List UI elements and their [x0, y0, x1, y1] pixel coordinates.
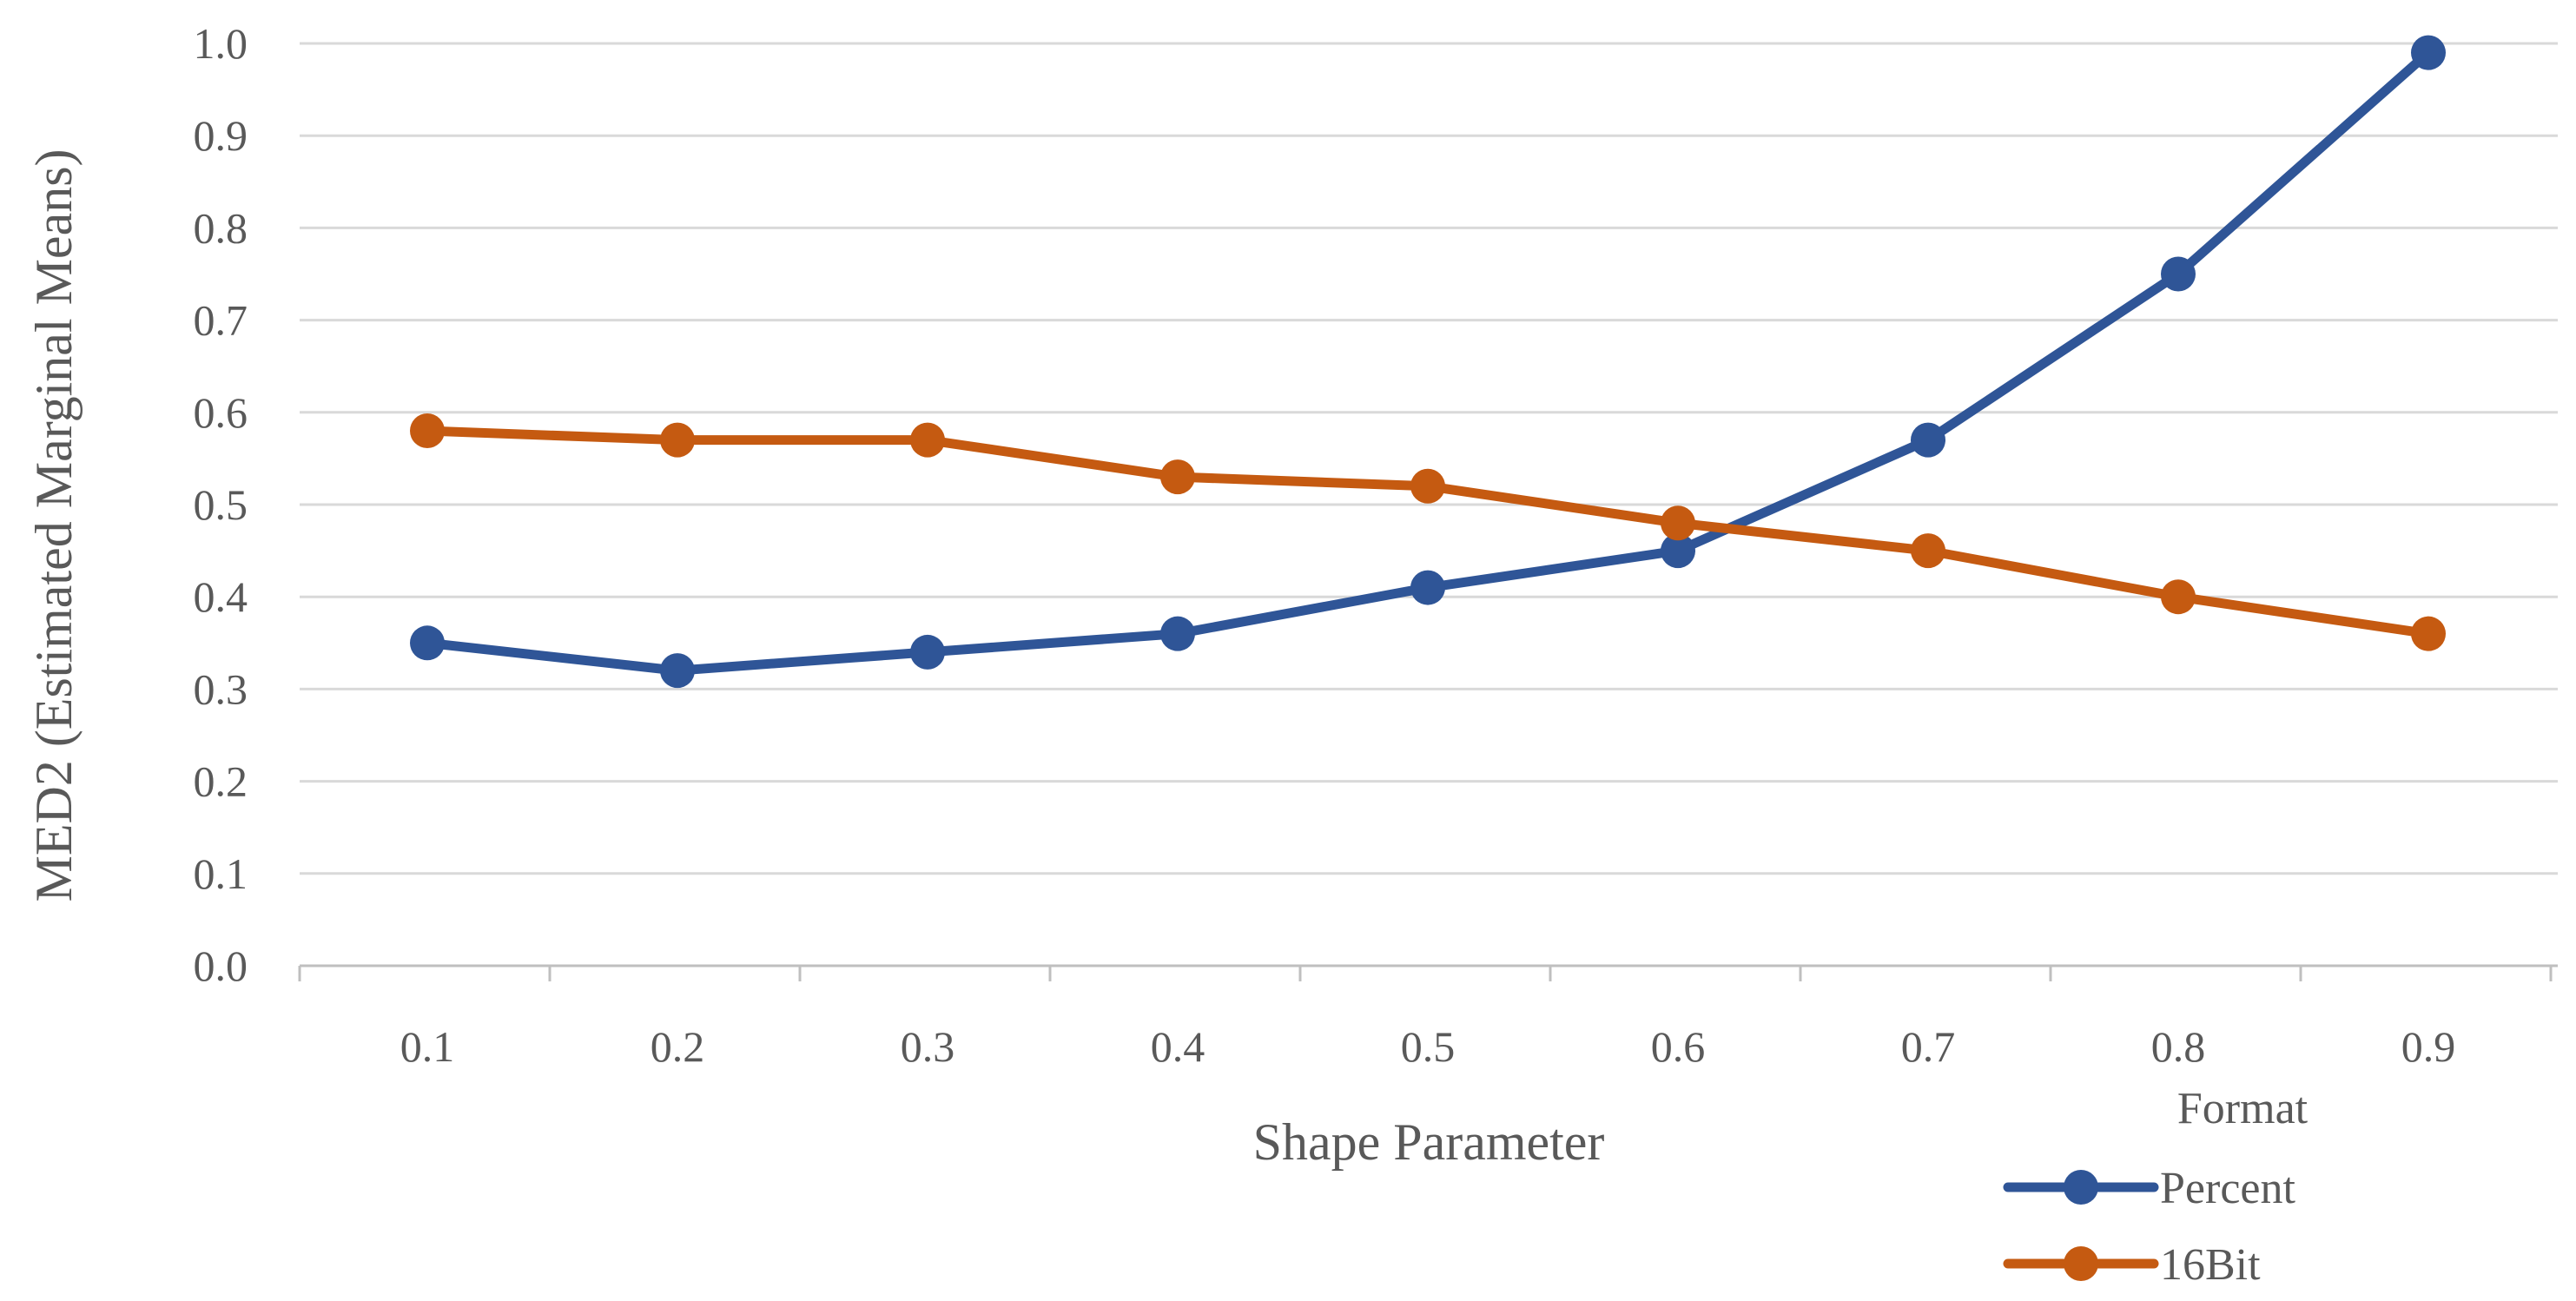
y-tick-label-0.5: 0.5: [194, 480, 248, 529]
x-tick-label-0.3: 0.3: [901, 1022, 955, 1071]
legend-label-Percent: Percent: [2160, 1164, 2295, 1213]
x-tick-label-0.6: 0.6: [1651, 1022, 1706, 1071]
y-tick-label-0.3: 0.3: [194, 664, 248, 713]
data-point-Percent-0.5: [1410, 570, 1445, 605]
legend-items: Percent 16Bit: [2003, 1164, 2295, 1290]
x-tick-label-0.4: 0.4: [1151, 1022, 1205, 1071]
y-tick-label-1.0: 1.0: [194, 19, 248, 68]
data-point-16Bit-0.9: [2411, 616, 2446, 651]
x-tick-label-0.1: 0.1: [400, 1022, 455, 1071]
y-tick-label-0.2: 0.2: [194, 757, 248, 806]
x-tick-label-0.5: 0.5: [1401, 1022, 1456, 1071]
series-Percent: [410, 35, 2446, 689]
tick-labels: 0.0 0.1 0.2 0.3 0.4 0.5 0.6 0.7 0.8 0.9 1.0 0.1 0.2 0…: [194, 19, 2456, 1071]
data-point-Percent-0.9: [2411, 35, 2446, 70]
data-point-16Bit-0.3: [910, 422, 945, 458]
data-point-16Bit-0.2: [660, 422, 695, 458]
data-point-16Bit-0.5: [1410, 468, 1445, 504]
legend-title: Format: [2177, 1084, 2308, 1133]
data-point-Percent-0.8: [2161, 256, 2196, 292]
x-tick-label-0.2: 0.2: [651, 1022, 705, 1071]
y-tick-label-0.1: 0.1: [194, 849, 248, 898]
y-tick-label-0.4: 0.4: [194, 572, 248, 621]
legend-item-Percent: Percent: [2003, 1164, 2295, 1213]
axes: [298, 964, 2558, 981]
legend-marker-Percent: [2064, 1170, 2098, 1205]
data-point-Percent-0.7: [1911, 422, 1945, 458]
data-point-Percent-0.2: [660, 653, 695, 689]
data-point-16Bit-0.7: [1911, 533, 1945, 569]
y-tick-label-0.6: 0.6: [194, 388, 248, 437]
data-point-Percent-0.1: [410, 625, 445, 661]
legend-item-16Bit: 16Bit: [2003, 1240, 2261, 1290]
legend-marker-16Bit: [2064, 1246, 2098, 1281]
x-axis-title: Shape Parameter: [1253, 1113, 1605, 1171]
y-tick-label-0.0: 0.0: [194, 941, 248, 990]
gridlines: [300, 42, 2558, 875]
y-tick-label-0.9: 0.9: [194, 111, 248, 160]
y-tick-label-0.7: 0.7: [194, 296, 248, 345]
x-tick-label-0.7: 0.7: [1901, 1022, 1956, 1071]
series-16Bit: [410, 413, 2446, 651]
x-tick-label-0.9: 0.9: [2401, 1022, 2456, 1071]
data-point-16Bit-0.8: [2161, 579, 2196, 615]
data-point-Percent-0.6: [1661, 533, 1695, 569]
data-point-Percent-0.3: [910, 634, 945, 670]
y-tick-label-0.8: 0.8: [194, 203, 248, 252]
data-point-Percent-0.4: [1160, 616, 1195, 651]
data-point-16Bit-0.1: [410, 413, 445, 449]
legend: Format Percent 16Bit: [2003, 1084, 2308, 1290]
y-axis-title: MED2 (Estimated Marginal Means): [25, 149, 83, 901]
x-tick-label-0.8: 0.8: [2151, 1022, 2206, 1071]
data-point-16Bit-0.4: [1160, 459, 1195, 495]
data-point-16Bit-0.6: [1661, 505, 1695, 541]
legend-label-16Bit: 16Bit: [2160, 1240, 2261, 1290]
series-lines: [410, 35, 2446, 689]
